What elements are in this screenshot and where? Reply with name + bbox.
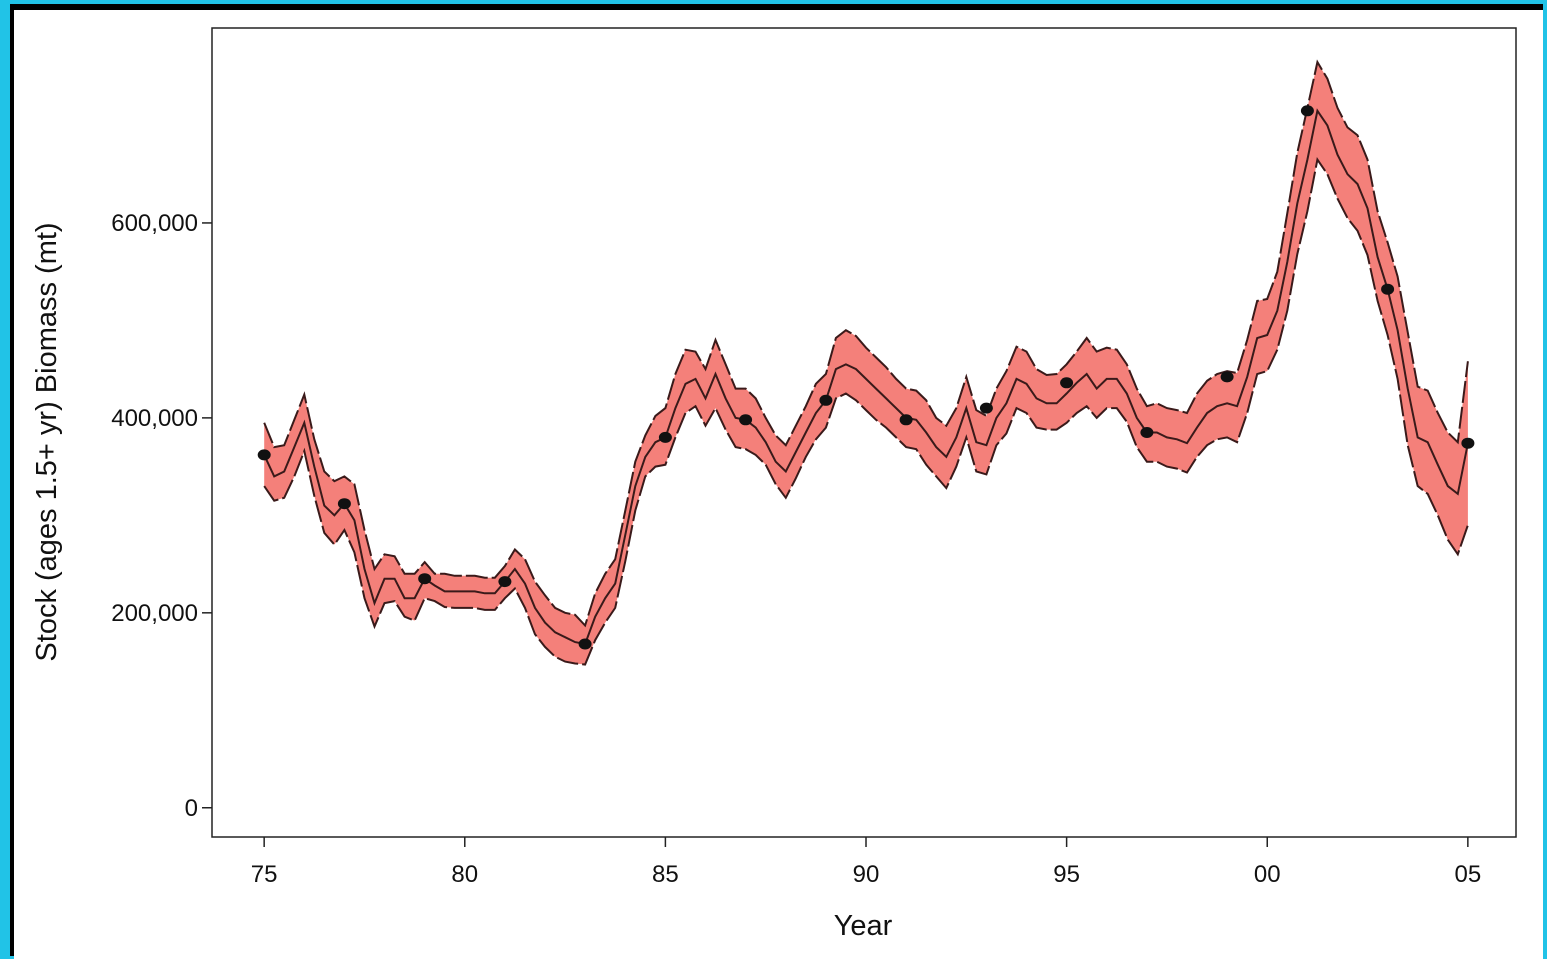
data-point <box>337 498 351 510</box>
x-tick-label: 80 <box>451 861 478 888</box>
biomass-chart: 75 80 85 90 95 00 05 0 200,000 400,000 600,000 Ye… <box>31 27 1517 942</box>
data-point <box>1461 437 1475 449</box>
data-point <box>979 402 993 414</box>
y-axis-title: Stock (ages 1.5+ yr) Biomass (mt) <box>31 222 63 661</box>
series-line-0 <box>263 108 1469 646</box>
data-point <box>739 414 753 426</box>
data-point <box>899 414 913 426</box>
data-point <box>578 638 592 650</box>
x-tick-label: 05 <box>1455 861 1482 888</box>
data-point <box>658 431 672 443</box>
x-tick-label: 00 <box>1254 861 1281 888</box>
data-point <box>257 449 271 461</box>
data-point <box>1381 283 1395 295</box>
data-point <box>1300 105 1314 117</box>
confidence-band-layer <box>263 59 1469 666</box>
plot-area-frame <box>211 27 1517 838</box>
x-tick-label: 90 <box>853 861 880 888</box>
series-line-layer <box>263 108 1469 646</box>
x-tick-label: 95 <box>1053 861 1080 888</box>
data-point <box>418 573 432 585</box>
data-point <box>1140 427 1154 438</box>
data-point <box>819 394 833 406</box>
confidence-band <box>264 62 1468 665</box>
y-tick-label: 400,000 <box>111 405 198 432</box>
y-axis-ticks: 0 200,000 400,000 600,000 <box>111 210 212 822</box>
y-tick-label: 200,000 <box>111 600 198 627</box>
data-point <box>1220 371 1234 383</box>
x-axis-title: Year <box>834 910 893 942</box>
marker-layer <box>257 105 1475 650</box>
x-axis-ticks: 75 80 85 90 95 00 05 <box>251 837 1481 888</box>
y-tick-label: 0 <box>185 795 198 822</box>
band-lower-edge <box>263 157 1469 666</box>
data-point <box>1060 377 1074 389</box>
y-tick-label: 600,000 <box>111 210 198 237</box>
x-tick-label: 75 <box>251 861 278 888</box>
chart-panel: 75 80 85 90 95 00 05 0 200,000 400,000 600,000 Ye… <box>14 10 1543 959</box>
x-tick-label: 85 <box>652 861 679 888</box>
band-upper-edge <box>263 59 1469 628</box>
data-point <box>498 576 512 588</box>
